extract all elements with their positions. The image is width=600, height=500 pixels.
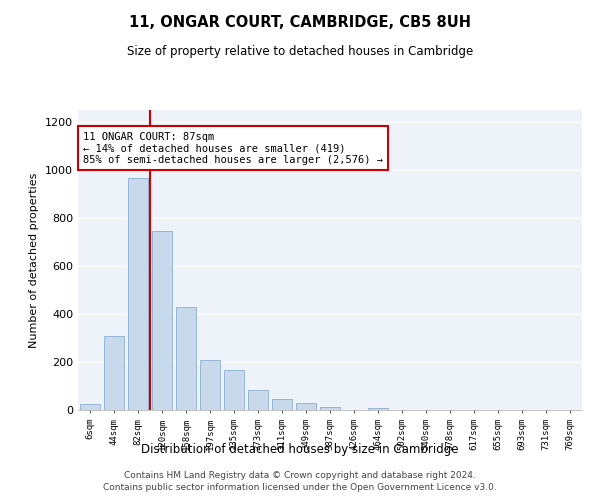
- Bar: [152, 231, 172, 410]
- Text: 11 ONGAR COURT: 87sqm
← 14% of detached houses are smaller (419)
85% of semi-det: 11 ONGAR COURT: 87sqm ← 14% of detached …: [83, 132, 383, 165]
- Bar: [320, 407, 340, 410]
- Bar: [248, 390, 268, 410]
- Text: Size of property relative to detached houses in Cambridge: Size of property relative to detached ho…: [127, 45, 473, 58]
- Text: Distribution of detached houses by size in Cambridge: Distribution of detached houses by size …: [141, 442, 459, 456]
- Bar: [224, 370, 244, 410]
- Bar: [296, 403, 316, 410]
- Bar: [176, 307, 196, 410]
- Bar: [368, 408, 388, 410]
- Bar: [128, 178, 148, 410]
- Y-axis label: Number of detached properties: Number of detached properties: [29, 172, 40, 348]
- Text: 11, ONGAR COURT, CAMBRIDGE, CB5 8UH: 11, ONGAR COURT, CAMBRIDGE, CB5 8UH: [129, 15, 471, 30]
- Text: Contains HM Land Registry data © Crown copyright and database right 2024.: Contains HM Land Registry data © Crown c…: [124, 471, 476, 480]
- Bar: [80, 404, 100, 410]
- Bar: [200, 360, 220, 410]
- Bar: [104, 336, 124, 410]
- Text: Contains public sector information licensed under the Open Government Licence v3: Contains public sector information licen…: [103, 484, 497, 492]
- Bar: [272, 398, 292, 410]
